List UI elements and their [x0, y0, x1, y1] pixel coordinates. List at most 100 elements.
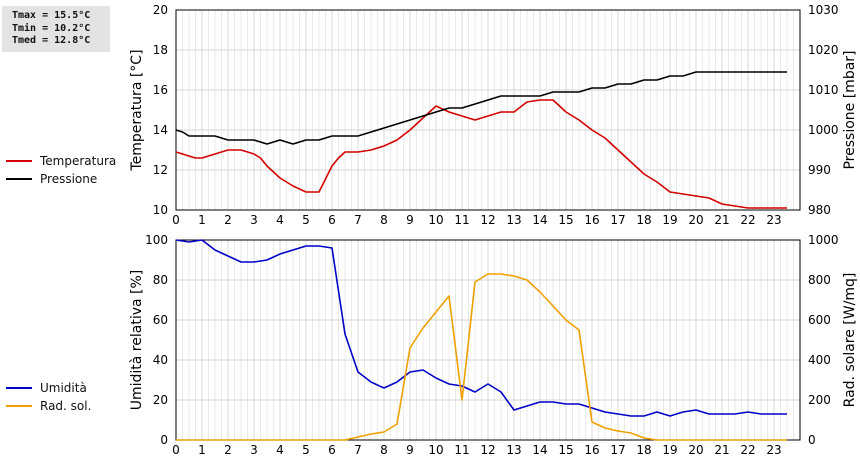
legend-item-temperatura: Temperatura: [6, 152, 116, 170]
chart2-x-tick-label: 2: [224, 443, 232, 457]
chart1-x-tick-label: 6: [328, 213, 336, 227]
chart2-x-tick-label: 18: [636, 443, 651, 457]
chart2-x-tick-label: 19: [662, 443, 677, 457]
legend-swatch-umidita: [6, 387, 32, 389]
chart1-x-tick-label: 19: [662, 213, 677, 227]
chart1-x-tick-label: 9: [406, 213, 414, 227]
chart1-x-tick-label: 12: [480, 213, 495, 227]
legend-label-rad-sol: Rad. sol.: [40, 399, 92, 413]
chart2-y2-axis-title: Rad. solare [W/mq]: [842, 273, 858, 408]
chart1-x-tick-label: 18: [636, 213, 651, 227]
chart2-series-umidit-line: [175, 239, 787, 417]
tmax-label: Tmax = 15.5°C: [12, 10, 91, 21]
chart1-x-tick-label: 22: [740, 213, 755, 227]
chart1-x-tick-label: 10: [428, 213, 443, 227]
chart2-x-tick-label: 1: [198, 443, 206, 457]
chart2-y-tick-label: 0: [160, 433, 168, 447]
chart2-x-tick-label: 20: [688, 443, 703, 457]
legend-swatch-temperatura: [6, 160, 32, 162]
legend-top: Temperatura Pressione: [6, 152, 116, 188]
chart2-x-tick-label: 14: [532, 443, 547, 457]
chart2-x-tick-label: 3: [250, 443, 258, 457]
chart1-y2-tick-label: 1000: [808, 123, 839, 137]
chart1-y-axis-title: Temperatura [°C]: [129, 49, 145, 171]
chart1-x-tick-label: 0: [172, 213, 180, 227]
chart2-x-tick-label: 21: [714, 443, 729, 457]
chart1-y-tick-label: 14: [153, 123, 168, 137]
chart1-y-tick-label: 20: [153, 3, 168, 17]
chart2-y2-tick-label: 400: [808, 353, 831, 367]
chart2-x-tick-label: 16: [584, 443, 599, 457]
chart1-x-tick-label: 7: [354, 213, 362, 227]
chart2-y-tick-label: 80: [153, 273, 168, 287]
chart1-x-tick-label: 14: [532, 213, 547, 227]
chart2-y2-tick-label: 1000: [808, 233, 839, 247]
legend-swatch-rad-sol: [6, 405, 32, 407]
chart2-x-tick-label: 0: [172, 443, 180, 457]
chart2-x-tick-label: 6: [328, 443, 336, 457]
chart2-x-tick-label: 13: [506, 443, 521, 457]
chart1-y2-axis-title: Pressione [mbar]: [842, 50, 858, 169]
chart2-x-tick-label: 23: [766, 443, 781, 457]
chart1-y2-tick-label: 1020: [808, 43, 839, 57]
chart2-y-tick-label: 20: [153, 393, 168, 407]
chart1-x-tick-label: 1: [198, 213, 206, 227]
chart2-y2-tick-label: 600: [808, 313, 831, 327]
legend-item-pressione: Pressione: [6, 170, 116, 188]
chart1-x-tick-label: 11: [454, 213, 469, 227]
chart1-x-tick-label: 4: [276, 213, 284, 227]
chart2-y-tick-label: 100: [145, 233, 168, 247]
chart1-plot-frame: [175, 9, 801, 211]
legend-label-temperatura: Temperatura: [40, 154, 117, 168]
chart2-x-tick-label: 12: [480, 443, 495, 457]
chart1-x-tick-label: 21: [714, 213, 729, 227]
chart1-x-tick-label: 2: [224, 213, 232, 227]
chart2-x-tick-label: 8: [380, 443, 388, 457]
chart1-x-tick-label: 8: [380, 213, 388, 227]
chart2-y-tick-label: 60: [153, 313, 168, 327]
chart2-y-tick-label: 40: [153, 353, 168, 367]
chart2-x-tick-label: 17: [610, 443, 625, 457]
chart2-series-rad-sol-line: [176, 273, 787, 441]
chart2-x-tick-label: 10: [428, 443, 443, 457]
chart2-x-tick-label: 9: [406, 443, 414, 457]
chart2-plot-frame: [175, 239, 801, 441]
chart1-x-tick-label: 5: [302, 213, 310, 227]
chart1-series-pressione-line: [175, 71, 787, 145]
legend-item-umidita: Umidità: [6, 379, 91, 397]
chart1-x-tick-label: 15: [558, 213, 573, 227]
chart2-x-tick-label: 5: [302, 443, 310, 457]
chart1-x-tick-label: 17: [610, 213, 625, 227]
legend-item-rad-sol: Rad. sol.: [6, 397, 91, 415]
chart1-y-tick-label: 18: [153, 43, 168, 57]
chart1-y-tick-label: 12: [153, 163, 168, 177]
chart1-series-temperatura-line: [175, 99, 787, 209]
tmin-label: Tmin = 10.2°C: [12, 22, 91, 34]
chart2-y2-tick-label: 200: [808, 393, 831, 407]
legend-bottom: Umidità Rad. sol.: [6, 379, 91, 415]
chart1-x-tick-label: 13: [506, 213, 521, 227]
chart2-y2-tick-label: 800: [808, 273, 831, 287]
legend-label-pressione: Pressione: [40, 172, 98, 186]
chart2-x-tick-label: 11: [454, 443, 469, 457]
chart1-y-tick-label: 10: [153, 203, 168, 217]
chart2-y2-tick-label: 0: [808, 433, 816, 447]
chart1-y2-tick-label: 990: [808, 163, 831, 177]
chart1-x-tick-label: 20: [688, 213, 703, 227]
stats-box: Tmax = 15.5°C Tmin = 10.2°C Tmed = 12.8°…: [2, 6, 110, 52]
chart1-x-tick-label: 23: [766, 213, 781, 227]
tmed-label: Tmed = 12.8°C: [12, 35, 91, 46]
chart1-y-tick-label: 16: [153, 83, 168, 97]
chart1-y2-tick-label: 980: [808, 203, 831, 217]
chart2-x-tick-label: 7: [354, 443, 362, 457]
legend-swatch-pressione: [6, 178, 32, 180]
chart1-y2-tick-label: 1010: [808, 83, 839, 97]
chart1-x-tick-label: 16: [584, 213, 599, 227]
chart2-x-tick-label: 22: [740, 443, 755, 457]
chart2-x-tick-label: 15: [558, 443, 573, 457]
chart1-y2-tick-label: 1030: [808, 3, 839, 17]
chart2-x-tick-label: 4: [276, 443, 284, 457]
legend-label-umidita: Umidità: [40, 381, 87, 395]
chart1-x-tick-label: 3: [250, 213, 258, 227]
